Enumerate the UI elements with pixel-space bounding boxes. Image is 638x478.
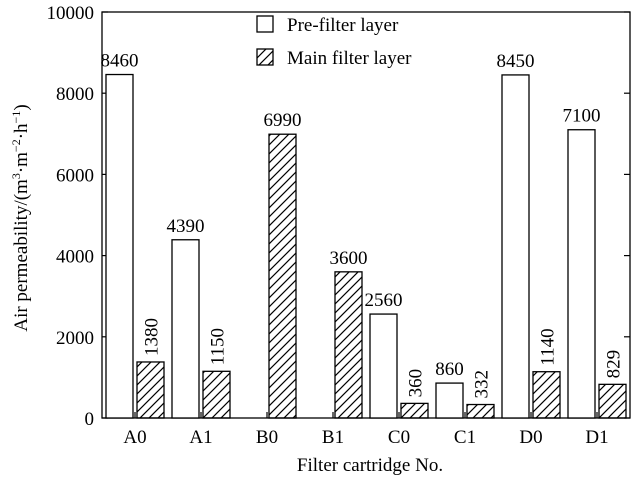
- y-axis-title: Air permeability/(m3·m−2·h−1): [9, 104, 32, 331]
- bar-main-filter-a1: [202, 370, 231, 419]
- bar-main-filter-c0: [400, 402, 429, 419]
- bar-main-filter-b0: [268, 133, 297, 419]
- x-tick-label: A1: [189, 427, 212, 448]
- label-main-filter-b1: 3600: [330, 248, 368, 269]
- x-tick-label: C1: [454, 427, 476, 448]
- y-axis-title-end: ): [11, 104, 32, 110]
- label-pre-filter-c0: 2560: [365, 290, 403, 311]
- label-pre-filter-d1: 7100: [563, 106, 601, 127]
- bar-pre-filter-d1: [567, 129, 596, 419]
- label-pre-filter-d0: 8450: [497, 51, 535, 72]
- y-tick-label: 4000: [56, 247, 94, 268]
- bar-pre-filter-c0: [369, 313, 398, 419]
- bar-main-filter-a0: [136, 361, 165, 419]
- legend-swatch-pre-filter: [256, 15, 274, 33]
- x-axis: A0 A1 B0 B1 C0 C1 D0 D1: [123, 412, 609, 448]
- bar-main-filter-d0: [532, 371, 561, 419]
- legend: Pre-filter layer Main filter layer: [256, 15, 412, 69]
- label-main-filter-c0: 360: [406, 369, 427, 398]
- bar-pre-filter-c1: [435, 382, 464, 419]
- label-main-filter-d0: 1140: [538, 328, 559, 365]
- y-axis-title-main: Air permeability/(m: [11, 179, 32, 332]
- bar-pre-filter-a1: [171, 239, 200, 419]
- label-main-filter-b0: 6990: [264, 110, 302, 131]
- label-main-filter-a0: 1380: [142, 318, 163, 356]
- bar-main-filter-c1: [466, 403, 495, 419]
- plot-area: [101, 11, 631, 419]
- y-axis: 0 2000 4000 6000 8000 10000: [47, 3, 630, 430]
- label-main-filter-d1: 829: [604, 350, 625, 379]
- x-tick-label: D0: [519, 427, 542, 448]
- bar-main-filter-b1: [334, 271, 363, 419]
- plot-frame: [101, 11, 631, 419]
- label-main-filter-a1: 1150: [208, 328, 229, 365]
- label-pre-filter-a1: 4390: [167, 216, 205, 237]
- legend-label-pre-filter: Pre-filter layer: [287, 15, 399, 36]
- y-tick-label: 10000: [47, 3, 95, 24]
- y-tick-label: 0: [85, 409, 95, 430]
- y-axis-title-sup1: 3: [9, 173, 23, 179]
- legend-label-main-filter: Main filter layer: [287, 48, 412, 69]
- bar-main-filter-d1: [598, 383, 627, 419]
- y-axis-title-sup3: −1: [9, 111, 23, 124]
- bars: [105, 73, 627, 419]
- x-tick-label: A0: [123, 427, 146, 448]
- data-labels: 8460 4390 2560 860 8450 7100 1380 1150 6990 3600 3…: [101, 51, 625, 399]
- bar-pre-filter-a0: [105, 73, 134, 419]
- y-axis-title-mid: ·m: [11, 152, 32, 173]
- y-axis-title-mid2: ·h: [11, 123, 32, 139]
- x-tick-label: B0: [256, 427, 278, 448]
- y-tick-label: 6000: [56, 165, 94, 186]
- label-pre-filter-c1: 860: [435, 359, 464, 380]
- label-pre-filter-a0: 8460: [101, 51, 139, 72]
- x-tick-label: D1: [585, 427, 608, 448]
- legend-swatch-main-filter: [256, 48, 274, 66]
- y-tick-label: 2000: [56, 328, 94, 349]
- x-tick-label: C0: [388, 427, 410, 448]
- y-axis-title-sup2: −2: [9, 139, 23, 152]
- x-axis-title: Filter cartridge No.: [297, 455, 443, 476]
- bar-pre-filter-d0: [501, 74, 530, 419]
- label-main-filter-c1: 332: [472, 370, 493, 399]
- x-tick-label: B1: [322, 427, 344, 448]
- y-tick-label: 8000: [56, 84, 94, 105]
